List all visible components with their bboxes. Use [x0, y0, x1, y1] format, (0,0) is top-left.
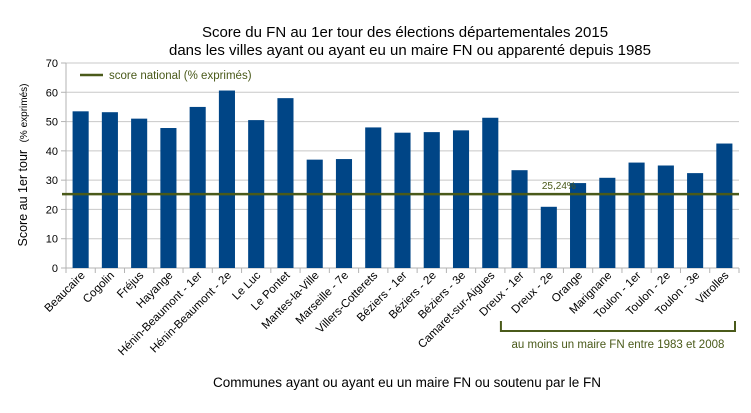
- bars: [72, 90, 733, 269]
- bar: [423, 132, 440, 268]
- bar: [599, 177, 616, 268]
- y-tick-label: 50: [46, 117, 58, 129]
- x-axis-label: Communes ayant ou ayant eu un maire FN o…: [213, 375, 601, 390]
- svg-text:Score au 1er tour (% exp: Score au 1er tour (% exprimés): [16, 84, 30, 247]
- chart-title: Score du FN au 1er tour des élections dé…: [202, 24, 608, 41]
- y-tick-label: 10: [46, 234, 58, 246]
- bar: [160, 128, 177, 268]
- y-tick-label: 20: [46, 204, 58, 216]
- bar: [394, 132, 411, 268]
- legend: score national (% exprimés): [80, 70, 252, 82]
- y-axis-title: Score au 1er tour (% exprimés): [16, 84, 30, 247]
- bar: [657, 165, 674, 268]
- reference-line-label: 25,24%: [542, 181, 576, 192]
- bar: [452, 130, 470, 268]
- y-axis-label: Score au 1er tour: [16, 150, 30, 247]
- bar: [570, 183, 587, 268]
- bar: [72, 111, 89, 268]
- bar: [365, 127, 382, 268]
- bar: [628, 162, 645, 268]
- y-axis-unit: (% exprimés): [19, 84, 30, 143]
- bar: [189, 106, 206, 268]
- x-category-label: Beaucaire: [43, 270, 88, 315]
- y-axis-ticks: 0 10 20 30 40 50 60 70: [46, 58, 58, 275]
- x-category-label: Cogolin: [81, 270, 117, 306]
- y-tick-label: 0: [52, 263, 58, 275]
- bracket: [499, 321, 736, 332]
- y-tick-label: 40: [46, 146, 58, 158]
- bar: [277, 98, 294, 269]
- bar: [101, 112, 118, 268]
- y-tick-label: 60: [46, 87, 58, 99]
- bar: [218, 90, 235, 269]
- bar: [687, 173, 704, 268]
- y-tick-label: 30: [46, 175, 58, 187]
- bar: [335, 159, 353, 268]
- y-tick-label: 70: [46, 58, 58, 70]
- bar: [716, 143, 733, 268]
- x-category-label: Vitrolles: [694, 269, 731, 306]
- bar: [306, 159, 323, 268]
- bracket-label: au moins un maire FN entre 1983 et 2008: [512, 339, 725, 351]
- bar: [540, 206, 557, 268]
- legend-entry: score national (% exprimés): [109, 70, 252, 82]
- chart-subtitle: dans les villes ayant ou ayant eu un mai…: [169, 42, 651, 59]
- bar: [511, 170, 528, 268]
